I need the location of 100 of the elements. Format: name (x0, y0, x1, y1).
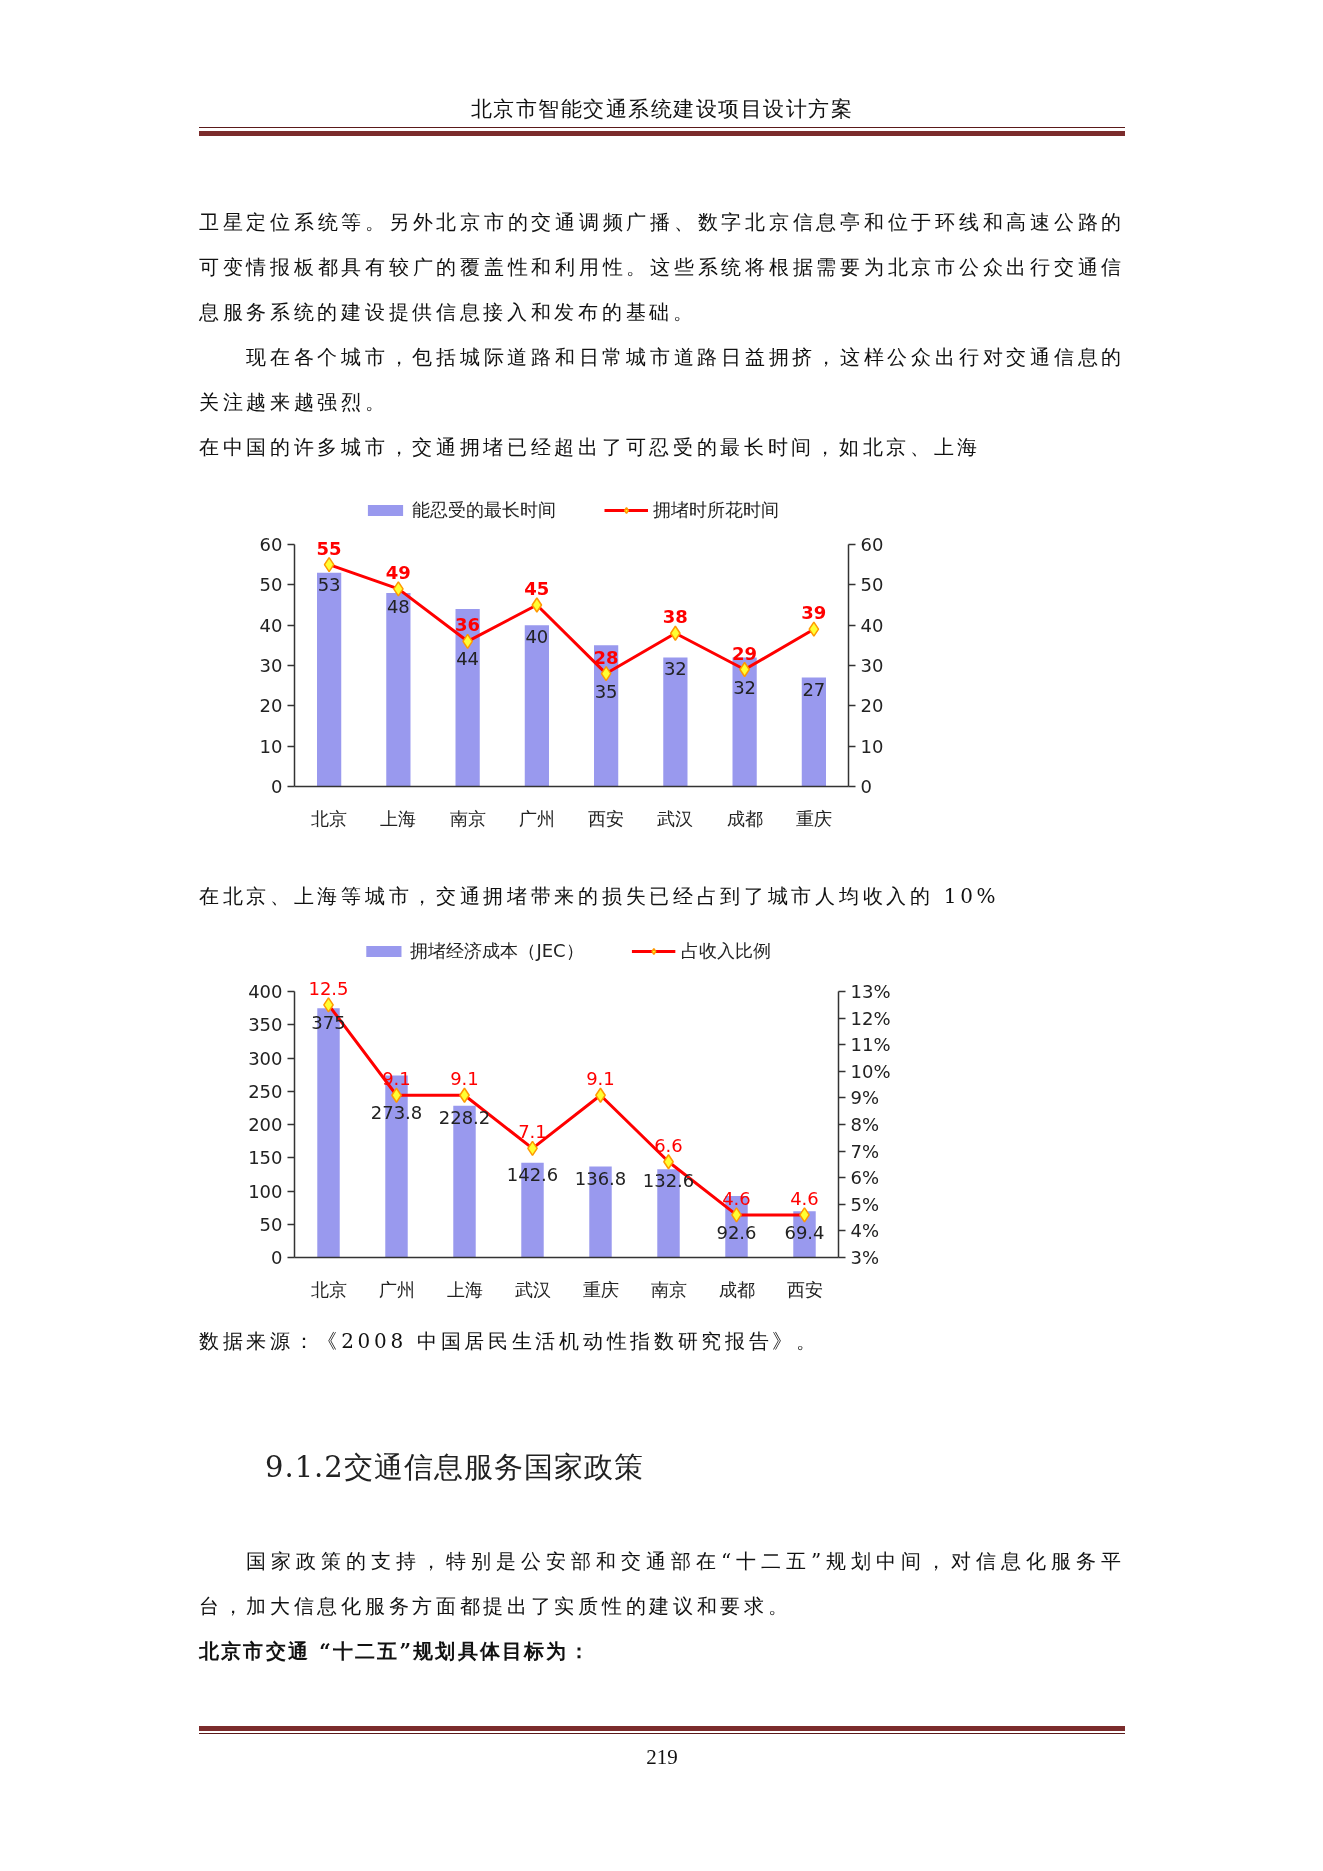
x-tick-label: 重庆 (582, 1278, 619, 1300)
data-label: 69.4 (784, 1222, 825, 1244)
x-tick-label: 西安 (786, 1278, 823, 1300)
bar (455, 609, 480, 787)
data-label: 9.1 (586, 1068, 615, 1090)
y2-tick-label: 13% (850, 981, 891, 1003)
y2-tick-label: 50 (860, 574, 884, 596)
y-tick-label: 50 (259, 574, 283, 596)
legend-label: 拥堵经济成本（JEC） (410, 939, 584, 964)
data-label: 40 (525, 626, 549, 648)
data-label: 32 (663, 658, 687, 680)
y-tick-label: 50 (259, 1213, 283, 1235)
data-label: 132.6 (642, 1170, 695, 1192)
y-tick-label: 40 (259, 614, 283, 636)
data-label: 35 (594, 680, 618, 702)
x-tick-label: 成都 (726, 807, 763, 829)
x-tick-label: 北京 (311, 807, 348, 829)
bar (386, 593, 411, 787)
y2-tick-label: 40 (860, 614, 884, 636)
y2-tick-label: 5% (850, 1193, 880, 1215)
y2-tick-label: 10 (860, 735, 884, 757)
y2-tick-label: 6% (850, 1167, 880, 1189)
data-label: 7.1 (518, 1121, 547, 1143)
y2-tick-label: 0 (860, 776, 872, 798)
data-label: 36 (455, 614, 481, 636)
data-label: 44 (456, 648, 480, 670)
data-label: 38 (662, 606, 688, 628)
x-tick-label: 南京 (650, 1278, 687, 1300)
y2-tick-label: 12% (850, 1007, 891, 1029)
data-label: 27 (802, 678, 826, 700)
data-label: 142.6 (506, 1163, 559, 1185)
y-tick-label: 30 (259, 655, 283, 677)
y2-tick-label: 9% (850, 1087, 880, 1109)
y-tick-label: 0 (271, 776, 283, 798)
chart-title: 在中国的许多城市，交通拥堵已经超出了可忍受的最长时间，如北京、上海 (199, 434, 982, 462)
x-tick-label: 广州 (518, 807, 555, 829)
data-label: 273.8 (370, 1102, 423, 1124)
y2-tick-label: 10% (850, 1060, 891, 1082)
x-tick-label: 上海 (380, 807, 417, 829)
data-label: 28 (593, 646, 619, 668)
text: 北京市交通 “十二五”规划具体目标为： (199, 1638, 591, 1666)
x-tick-label: 西安 (588, 807, 625, 829)
text: 9.1.2交通信息服务国家政策 (264, 1449, 644, 1487)
y2-tick-label: 11% (850, 1034, 891, 1056)
y2-tick-label: 8% (850, 1114, 880, 1136)
data-label: 228.2 (438, 1106, 491, 1128)
data-label: 49 (385, 562, 411, 584)
data-label: 6.6 (654, 1134, 683, 1156)
data-label: 53 (317, 573, 341, 595)
y-tick-label: 100 (248, 1180, 283, 1202)
y-tick-label: 150 (248, 1147, 283, 1169)
x-tick-label: 武汉 (657, 807, 694, 829)
x-tick-label: 广州 (378, 1278, 415, 1300)
text: 北京市智能交通系统建设项目设计方案 (469, 96, 855, 123)
data-label: 4.6 (722, 1188, 751, 1210)
text: 现在各个城市，包括城际道路和日常城市道路日益拥挤，这样公众出行对交通信息的关注越来越强烈。 (199, 344, 1125, 417)
data-label: 29 (732, 642, 758, 664)
y-tick-label: 20 (259, 695, 283, 717)
y2-tick-label: 60 (860, 534, 884, 556)
bar (663, 657, 688, 787)
y2-tick-label: 4% (850, 1220, 880, 1242)
y2-tick-label: 7% (850, 1140, 880, 1162)
data-label: 32 (733, 676, 757, 698)
x-tick-label: 上海 (446, 1278, 483, 1300)
x-tick-label: 南京 (449, 807, 486, 829)
bar (317, 572, 342, 787)
data-label: 92.6 (716, 1222, 757, 1244)
data-label: 9.1 (450, 1068, 479, 1090)
y-tick-label: 400 (248, 981, 283, 1003)
legend-label: 占收入比例 (680, 939, 771, 964)
bar (801, 677, 826, 787)
legend-label: 能忍受的最长时间 (412, 498, 556, 523)
y2-tick-label: 30 (860, 655, 884, 677)
text: 卫星定位系统等。另外北京市的交通调频广播、数字北京信息亭和位于环线和高速公路的可变情报板都具有较广的覆盖性和利用性。这些系统将根据需要为北京市公众出行交通信息服务系统的建设提供信息接入和发布的基础。 (199, 209, 1125, 327)
data-label: 12.5 (308, 977, 349, 999)
y-tick-label: 60 (259, 534, 283, 556)
y-tick-label: 300 (248, 1047, 283, 1069)
y-tick-label: 10 (259, 735, 283, 757)
data-label: 55 (316, 537, 342, 559)
y-tick-label: 0 (271, 1247, 283, 1269)
chart-title: 在北京、上海等城市，交通拥堵带来的损失已经占到了城市人均收入的 10% (199, 883, 1000, 911)
data-label: 39 (801, 602, 827, 624)
x-tick-label: 北京 (310, 1278, 347, 1300)
y-tick-label: 200 (248, 1114, 283, 1136)
text: 国家政策的支持，特别是公安部和交通部在“十二五”规划中间，对信息化服务平台，加大信息化服务方面都提出了实质性的建议和要求。 (199, 1548, 1125, 1621)
x-tick-label: 重庆 (795, 807, 832, 829)
data-label: 45 (524, 578, 550, 600)
y2-tick-label: 3% (850, 1247, 880, 1269)
y-tick-label: 350 (248, 1014, 283, 1036)
legend-label: 拥堵时所花时间 (653, 498, 779, 523)
bar (524, 625, 549, 787)
x-tick-label: 成都 (718, 1278, 755, 1300)
y2-tick-label: 20 (860, 695, 884, 717)
source-note: 数据来源：《2008 中国居民生活机动性指数研究报告》。 (199, 1328, 820, 1356)
text: 219 (645, 1744, 679, 1772)
data-label: 136.8 (574, 1167, 627, 1189)
data-label: 48 (386, 596, 410, 618)
x-tick-label: 武汉 (514, 1278, 551, 1300)
y-tick-label: 250 (248, 1080, 283, 1102)
data-label: 4.6 (790, 1188, 819, 1210)
